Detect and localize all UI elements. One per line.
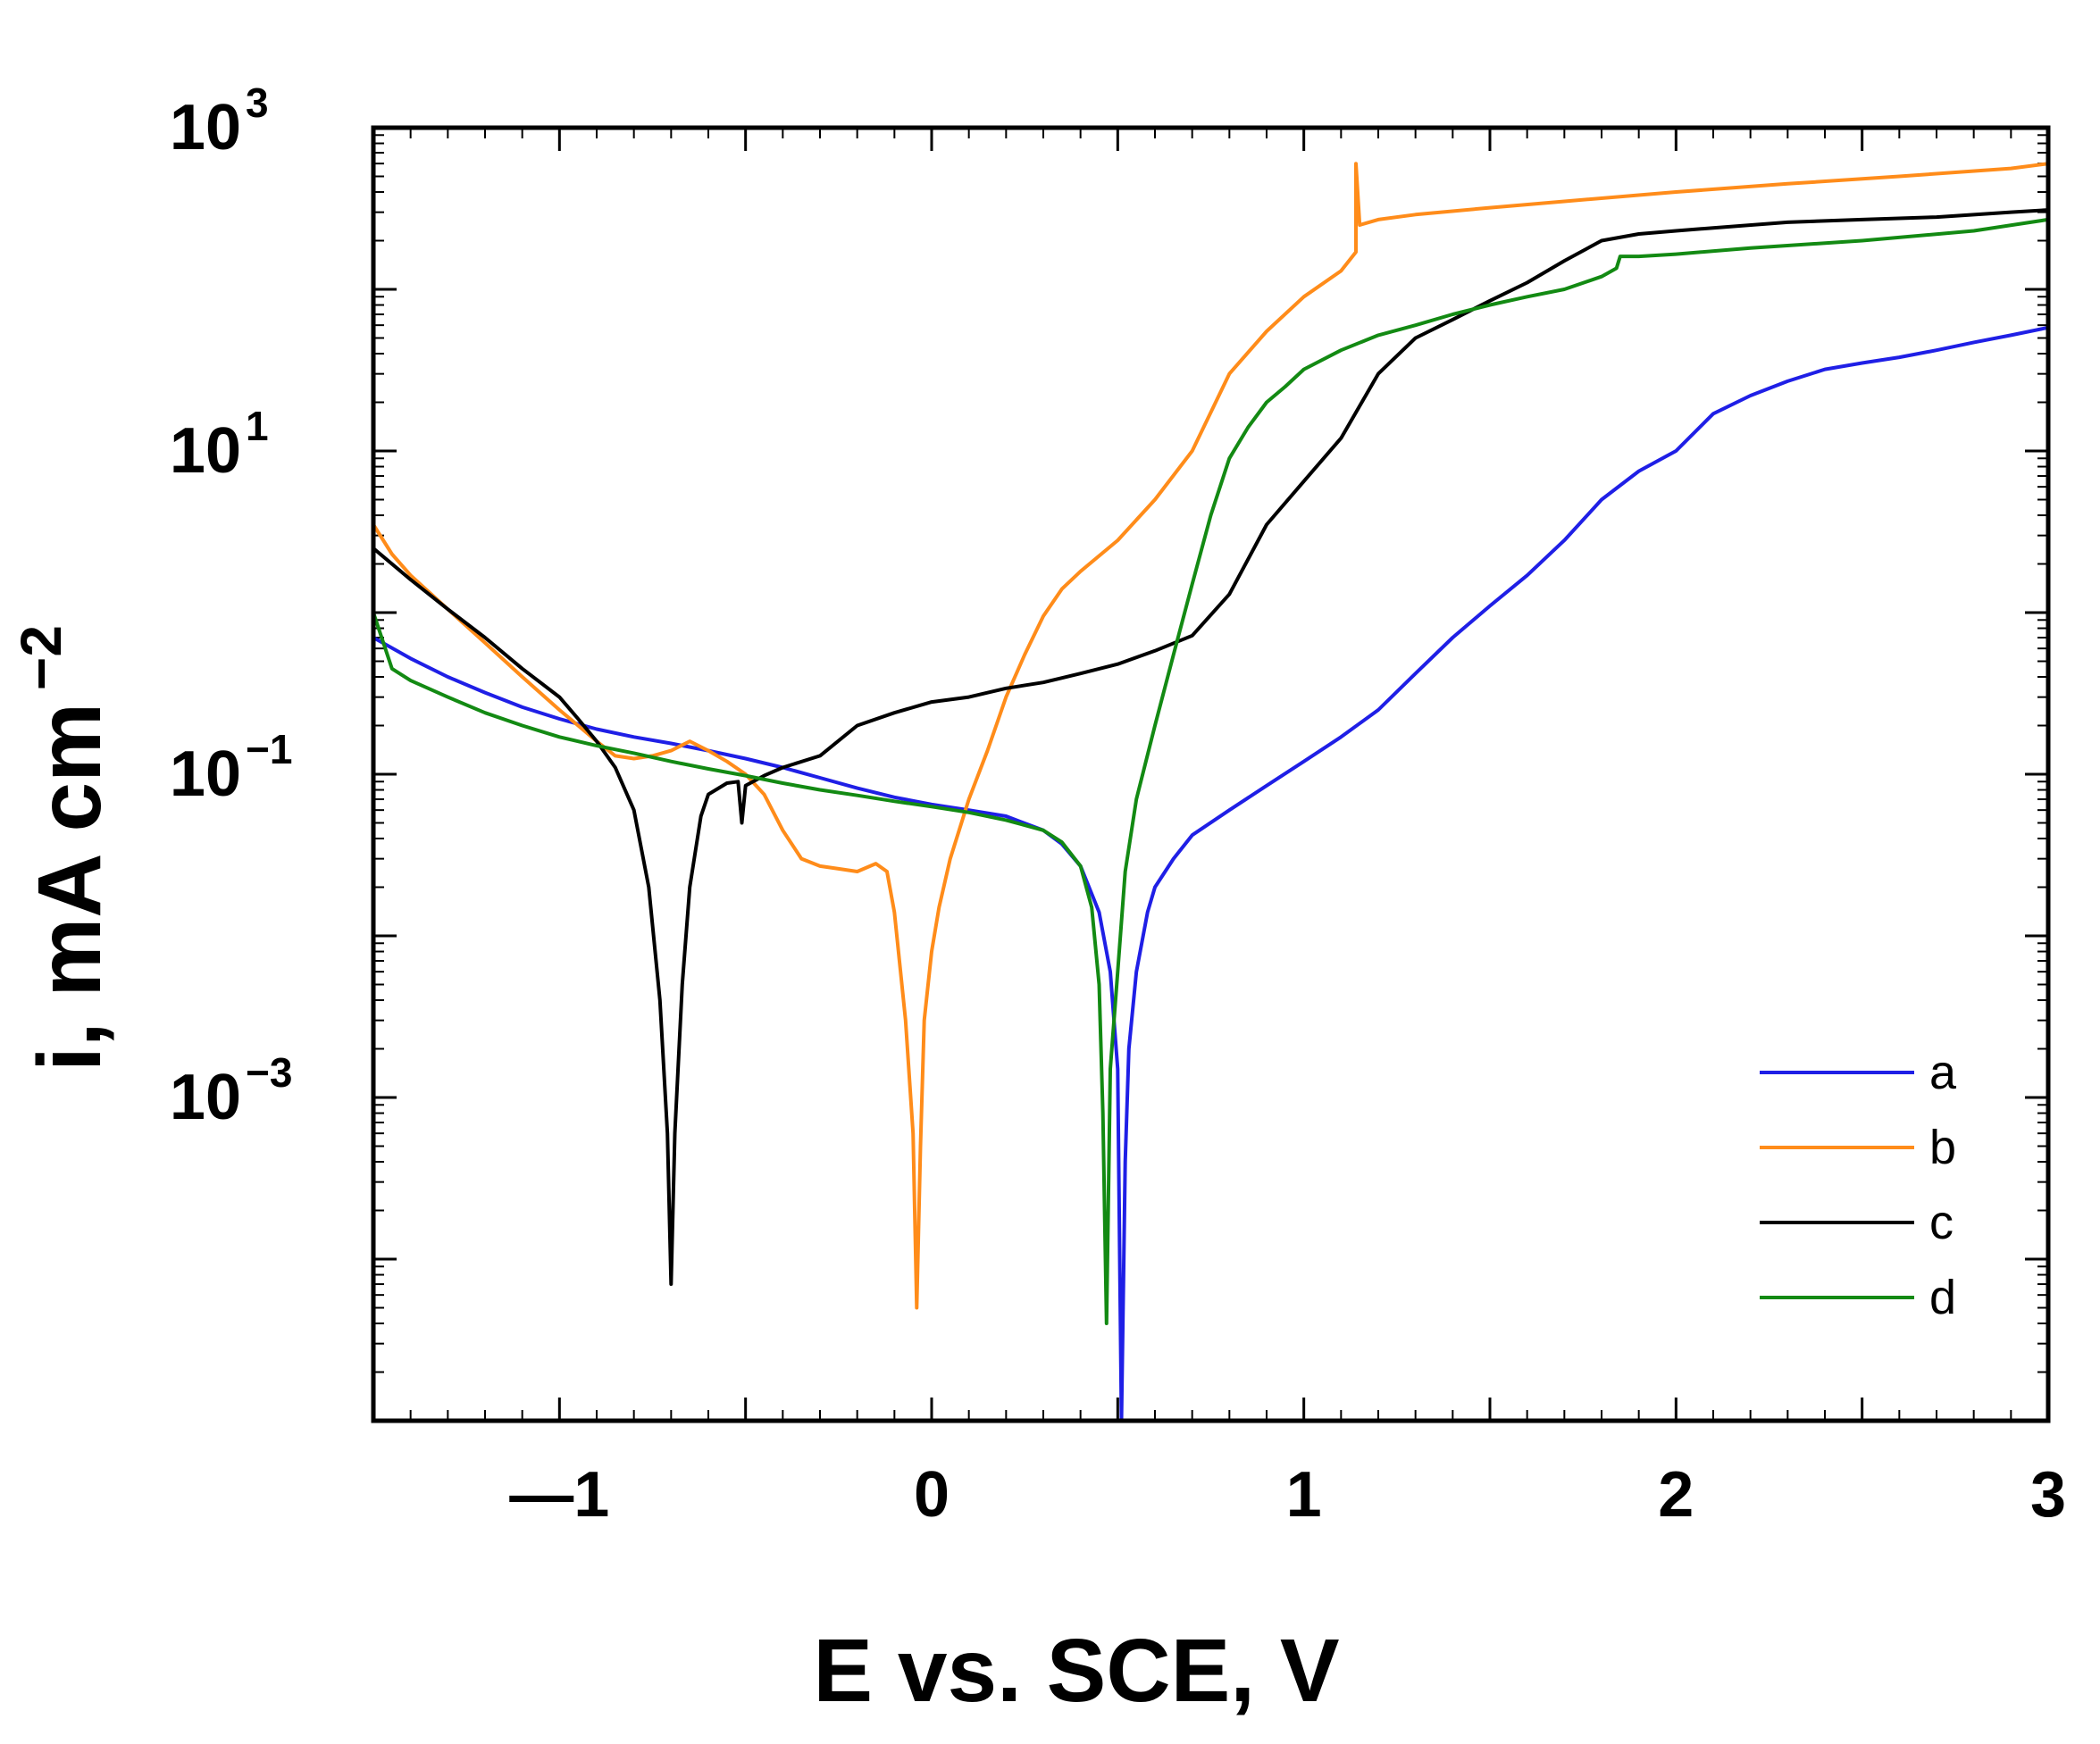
y-tick-exponent: 3 xyxy=(246,79,269,126)
y-axis-title-main: i, mA cm xyxy=(20,703,120,1072)
x-tick-label: 0 xyxy=(914,1459,950,1531)
y-tick-label: 10 xyxy=(170,92,241,163)
y-axis-title-exponent: −2 xyxy=(9,625,73,690)
legend-label-c: c xyxy=(1929,1196,1954,1249)
legend-label-b: b xyxy=(1929,1121,1956,1174)
y-tick-exponent: −3 xyxy=(246,1049,292,1096)
x-tick-label: 2 xyxy=(1658,1459,1694,1531)
major-ticks xyxy=(372,126,2050,1423)
series-line-d xyxy=(373,217,2048,1325)
x-tick-label: 3 xyxy=(2030,1459,2066,1531)
legend-label-a: a xyxy=(1929,1046,1957,1099)
y-tick-exponent: −1 xyxy=(246,726,292,772)
x-axis-title: E vs. SCE, V xyxy=(813,1621,1339,1721)
x-tick-label: 1 xyxy=(1286,1459,1322,1531)
x-tick-labels: —1 0 1 2 3 xyxy=(509,1459,2066,1531)
x-tick-label: —1 xyxy=(509,1459,609,1531)
legend-label-d: d xyxy=(1929,1271,1956,1324)
plot-frame xyxy=(371,125,2051,1423)
series-line-a xyxy=(373,325,2048,1421)
series-line-c xyxy=(373,208,2048,1286)
y-tick-label: 10 xyxy=(170,415,241,487)
series-line-b xyxy=(373,162,2048,1310)
y-axis-title: i, mA cm −2 xyxy=(9,625,120,1072)
series-layer xyxy=(373,162,2048,1421)
y-tick-exponent: 1 xyxy=(246,403,269,449)
y-tick-label: 10 xyxy=(170,738,241,810)
minor-ticks xyxy=(373,128,2048,1421)
y-tick-label: 10 xyxy=(170,1062,241,1133)
